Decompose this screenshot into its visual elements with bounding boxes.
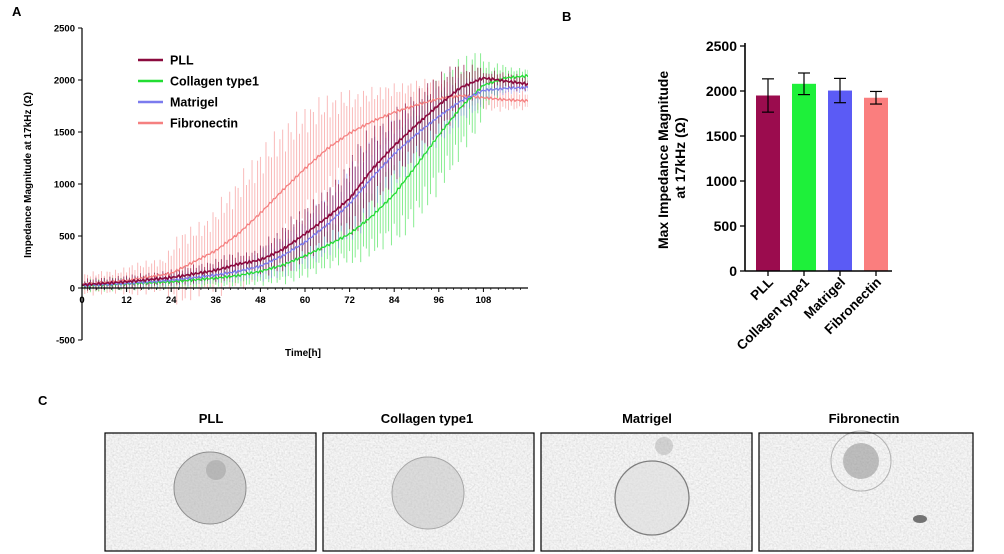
legend-label-fibronectin: Fibronectin — [170, 117, 238, 131]
error-bands — [82, 53, 528, 305]
line-chart-axes: -500 0 500 1000 1500 2000 2500 0 12 24 36 48 60 72 84 9… — [54, 24, 528, 347]
x-tick-label: 12 — [121, 295, 132, 306]
micrograph-panel: PLL Collagen type1 Matrigel Fibronectin — [104, 411, 974, 552]
series-line-matrigel — [82, 85, 528, 288]
x-tick-label-pll: PLL — [747, 275, 776, 304]
bar-matrigel — [828, 90, 852, 271]
micrograph-title-collagen: Collagen type1 — [381, 411, 473, 426]
legend-label-pll: PLL — [170, 54, 194, 68]
line-chart-x-axis-label: Time[h] — [285, 348, 321, 359]
series-lines — [82, 73, 528, 288]
y-tick-label: 2000 — [54, 76, 75, 87]
y-tick-label: 1500 — [54, 128, 75, 139]
micrograph-image-fibronectin — [758, 430, 974, 552]
micrograph-title-pll: PLL — [199, 411, 224, 426]
legend-label-collagen-type1: Collagen type1 — [170, 75, 259, 89]
legend-label-matrigel: Matrigel — [170, 96, 218, 110]
y-tick-label: 1000 — [54, 180, 75, 191]
bar-collagen-type1 — [792, 83, 816, 271]
micrograph-title-matrigel: Matrigel — [622, 411, 672, 426]
x-tick-label: 84 — [389, 295, 400, 306]
y-tick-label: 2500 — [706, 38, 737, 54]
bar-fibronectin — [864, 97, 888, 271]
y-tick-label: 1000 — [706, 173, 737, 189]
line-chart-y-axis-label: Impedance Magnitude at 17kHz (Ω) — [23, 92, 34, 258]
micrograph-image-collagen — [322, 432, 535, 552]
y-tick-label: 2500 — [54, 24, 75, 35]
x-tick-label: 60 — [300, 295, 311, 306]
y-tick-label: 0 — [729, 263, 737, 279]
y-tick-label: 500 — [714, 218, 738, 234]
x-tick-label: 72 — [344, 295, 355, 306]
bar-chart-y-axis-label: Max Impedance Magnitude at 17kHz (Ω) — [655, 67, 688, 249]
panel-label-c: C — [38, 393, 48, 408]
y-tick-label: 2000 — [706, 83, 737, 99]
line-chart-legend: PLL Collagen type1 Matrigel Fibronectin — [138, 54, 259, 131]
y-axis-label-line-1: Max Impedance Magnitude — [655, 71, 671, 249]
y-axis-label-line-2: at 17kHz (Ω) — [672, 117, 688, 198]
micrograph-image-pll — [104, 432, 317, 552]
y-tick-label: 1500 — [706, 128, 737, 144]
y-tick-label: 0 — [70, 284, 75, 295]
line-chart-panel: -500 0 500 1000 1500 2000 2500 0 12 24 36 48 60 72 84 9… — [23, 24, 528, 359]
series-line-collagen-type1 — [82, 73, 528, 288]
panel-label-a: A — [12, 4, 22, 19]
x-tick-label: 24 — [166, 295, 177, 306]
x-tick-label: 48 — [255, 295, 266, 306]
micrograph-title-fibronectin: Fibronectin — [829, 411, 900, 426]
bars — [756, 72, 888, 271]
x-tick-label: 108 — [475, 295, 491, 306]
x-tick-label: 0 — [79, 295, 84, 306]
x-tick-label: 96 — [434, 295, 445, 306]
series-line-pll — [82, 76, 528, 287]
y-tick-label: 500 — [59, 232, 75, 243]
panel-label-b: B — [562, 9, 571, 24]
bar-pll — [756, 95, 780, 271]
x-tick-label: 36 — [211, 295, 222, 306]
y-tick-label: -500 — [56, 336, 75, 347]
micrograph-image-matrigel — [540, 432, 753, 552]
